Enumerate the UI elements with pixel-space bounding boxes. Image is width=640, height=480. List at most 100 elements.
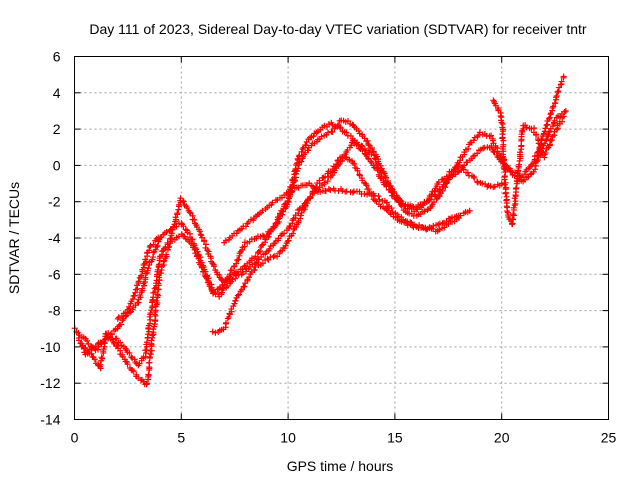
data-point — [246, 274, 253, 281]
data-point — [533, 158, 540, 165]
y-tick-label: -2 — [48, 194, 61, 210]
data-point — [413, 206, 420, 213]
data-point — [470, 137, 477, 144]
data-point — [533, 131, 540, 138]
data-point — [267, 227, 274, 234]
data-point — [155, 280, 162, 287]
plot-frame — [74, 56, 609, 420]
data-point — [235, 256, 242, 263]
data-point — [130, 368, 137, 375]
data-point — [500, 164, 507, 171]
data-point — [232, 275, 239, 282]
data-point — [474, 178, 481, 185]
data-point — [543, 122, 550, 129]
data-point — [191, 246, 198, 253]
data-point — [258, 242, 265, 249]
data-point — [560, 113, 567, 120]
data-point — [196, 228, 203, 235]
data-point — [145, 371, 152, 378]
series-track-6 — [490, 97, 567, 228]
data-point — [387, 182, 394, 189]
data-point — [419, 224, 426, 231]
data-point — [329, 121, 336, 128]
data-point — [455, 161, 462, 168]
data-point — [541, 140, 548, 147]
data-point — [203, 275, 210, 282]
data-point — [527, 171, 534, 178]
chart-title: Day 111 of 2023, Sidereal Day-to-day VTE… — [89, 21, 587, 37]
data-point — [542, 125, 549, 132]
data-point — [140, 378, 147, 385]
data-point — [234, 292, 241, 299]
data-point — [219, 277, 226, 284]
data-point — [547, 137, 554, 144]
data-point — [276, 210, 283, 217]
data-point — [241, 283, 248, 290]
data-point — [266, 245, 273, 252]
data-point — [355, 141, 362, 148]
data-point — [143, 380, 150, 387]
data-point — [354, 167, 361, 174]
data-point — [204, 247, 211, 254]
data-point — [223, 319, 230, 326]
data-point — [296, 152, 303, 159]
data-point — [336, 124, 343, 131]
data-point — [501, 166, 508, 173]
data-point — [147, 242, 154, 249]
data-point — [182, 226, 189, 233]
data-point — [89, 344, 96, 351]
data-point — [545, 115, 552, 122]
data-point — [148, 337, 155, 344]
data-point — [431, 187, 438, 194]
data-point — [296, 205, 303, 212]
y-tick-label: 2 — [53, 121, 61, 137]
data-point — [383, 199, 390, 206]
data-point — [285, 237, 292, 244]
data-point — [180, 223, 187, 230]
data-points — [71, 73, 569, 388]
data-point — [165, 244, 172, 251]
data-point — [349, 189, 356, 196]
y-tick-label: -12 — [40, 375, 60, 391]
data-point — [198, 264, 205, 271]
data-point — [343, 129, 350, 136]
data-point — [225, 314, 232, 321]
data-point — [232, 297, 239, 304]
data-point — [150, 326, 157, 333]
data-point — [534, 156, 541, 163]
data-point — [552, 99, 559, 106]
data-point — [471, 174, 478, 181]
data-point — [153, 297, 160, 304]
y-tick-label: -14 — [40, 412, 60, 428]
x-tick-label: 15 — [387, 430, 403, 446]
data-point — [454, 169, 461, 176]
data-point — [500, 155, 507, 162]
data-point — [371, 152, 378, 159]
data-point — [371, 155, 378, 162]
data-point — [513, 184, 520, 191]
data-point — [366, 142, 373, 149]
data-point — [388, 205, 395, 212]
data-point — [425, 197, 432, 204]
data-point — [317, 188, 324, 195]
data-point — [510, 204, 517, 211]
y-tick-label: 0 — [53, 157, 61, 173]
data-point — [545, 129, 552, 136]
data-point — [229, 276, 236, 283]
data-point — [488, 143, 495, 150]
data-point — [501, 176, 508, 183]
data-point — [430, 199, 437, 206]
data-point — [252, 263, 259, 270]
data-point — [435, 179, 442, 186]
data-point — [312, 186, 319, 193]
data-point — [546, 114, 553, 121]
data-point — [150, 241, 157, 248]
data-point — [234, 257, 241, 264]
data-point — [364, 137, 371, 144]
data-point — [91, 356, 98, 363]
data-point — [511, 202, 518, 209]
data-point — [562, 107, 569, 114]
data-point — [147, 310, 154, 317]
